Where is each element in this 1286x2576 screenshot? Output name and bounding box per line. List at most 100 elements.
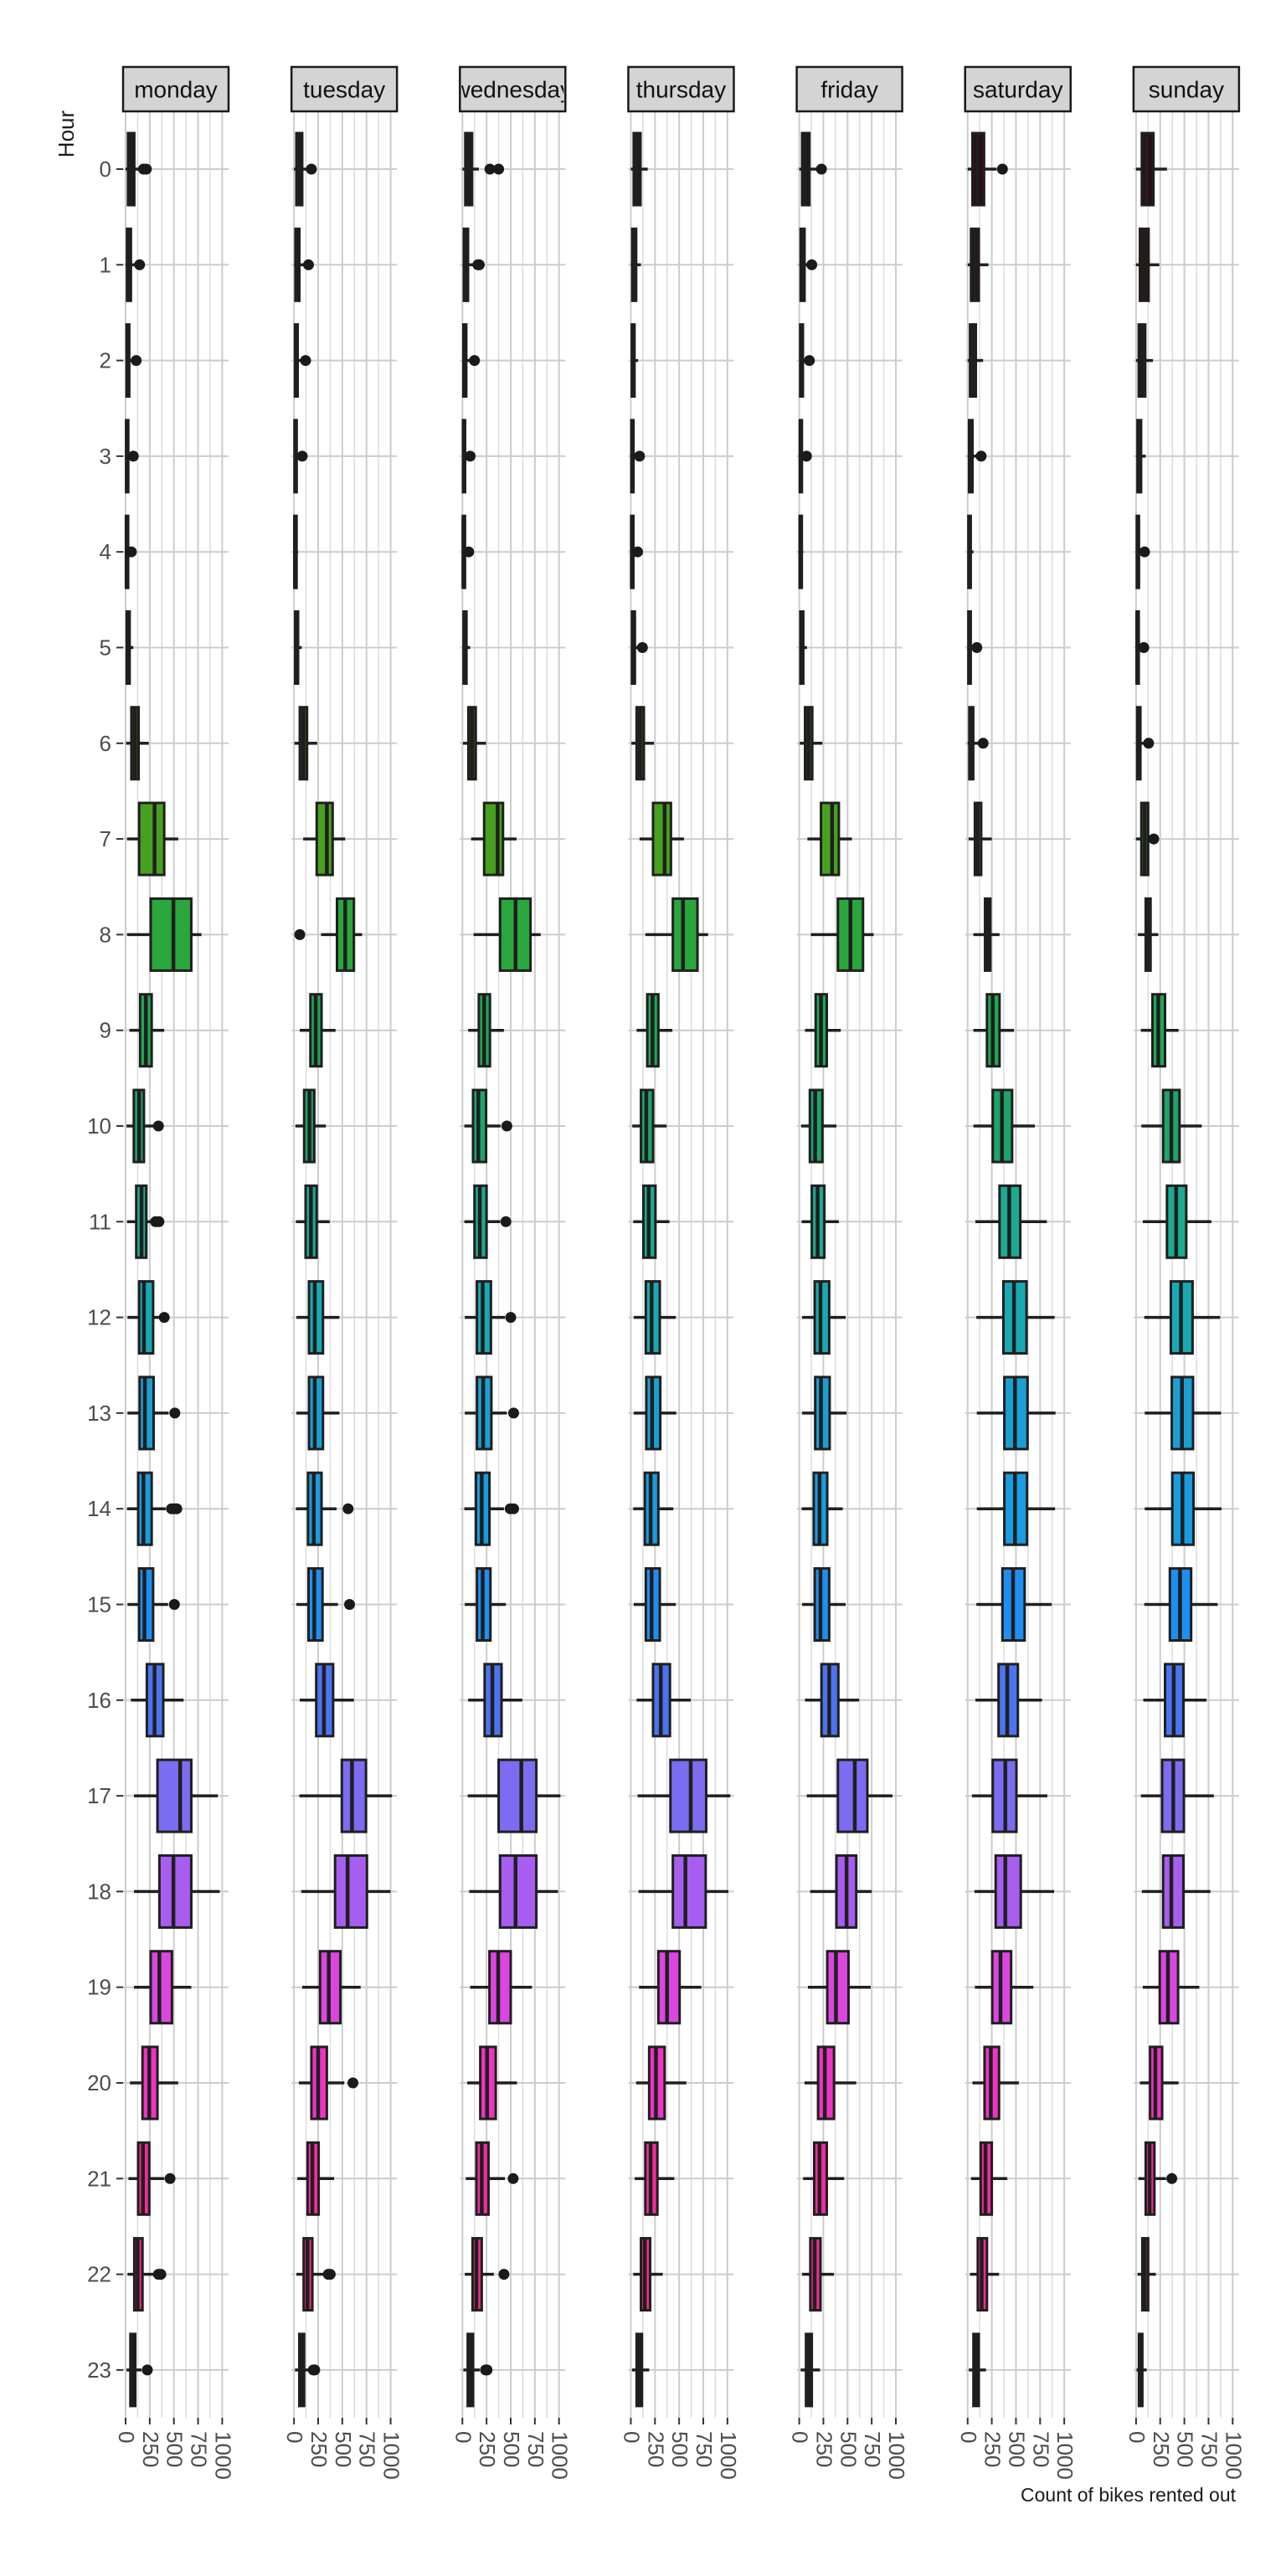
y-axis-title: Hour: [54, 110, 79, 157]
x-tick-label: 250: [643, 2431, 668, 2467]
y-tick-label: 2: [100, 348, 111, 373]
x-tick-label: 500: [162, 2431, 188, 2467]
y-tick-label: 18: [87, 1879, 111, 1904]
outlier-point: [501, 1120, 512, 1132]
outlier-point: [634, 450, 646, 462]
outlier-point: [971, 642, 983, 653]
outlier-point: [127, 450, 139, 462]
x-tick-label: 1000: [548, 2431, 573, 2480]
outlier-point: [141, 163, 152, 175]
outlier-point: [815, 163, 827, 175]
outlier-point: [134, 259, 146, 270]
outlier-point: [804, 355, 815, 367]
x-tick-label: 750: [692, 2431, 717, 2467]
facet-strip-label: wednesday: [452, 77, 572, 103]
x-tick-label: 0: [619, 2431, 644, 2443]
boxplot-box: [482, 801, 505, 877]
y-tick-label: 6: [100, 731, 111, 756]
facet-strip-label: monday: [134, 77, 218, 103]
x-tick-label: 0: [956, 2431, 981, 2443]
boxplot-box: [157, 1854, 193, 1929]
outlier-point: [306, 163, 317, 175]
x-tick-label: 250: [1149, 2431, 1174, 2467]
boxplot-box: [656, 1950, 682, 2025]
x-tick-label: 750: [355, 2431, 380, 2467]
x-tick-label: 750: [1028, 2431, 1053, 2467]
x-tick-label: 1000: [1052, 2431, 1078, 2480]
x-tick-label: 500: [499, 2431, 524, 2467]
y-tick-label: 5: [100, 635, 111, 661]
boxplot-box: [1161, 1854, 1185, 1929]
outlier-point: [806, 259, 818, 270]
boxplot-box: [149, 897, 193, 972]
boxplot-box: [836, 1758, 869, 1833]
x-tick-label: 500: [1173, 2431, 1198, 2467]
x-tick-label: 750: [860, 2431, 885, 2467]
facet-strip: [627, 65, 735, 113]
outlier-point: [309, 2364, 321, 2376]
boxplot-box: [820, 801, 841, 877]
facet-strip-label: saturday: [973, 77, 1062, 103]
y-tick-label: 21: [87, 2166, 111, 2191]
y-tick-label: 3: [100, 444, 111, 469]
x-tick-label: 1000: [716, 2431, 741, 2480]
outlier-point: [1143, 738, 1155, 749]
x-tick-label: 1000: [210, 2431, 235, 2480]
outlier-point: [141, 2364, 153, 2376]
outlier-point: [324, 2269, 336, 2280]
x-tick-label: 250: [306, 2431, 332, 2467]
x-tick-label: 250: [811, 2431, 836, 2467]
facet-strip: [121, 65, 230, 113]
outlier-point: [344, 1599, 356, 1610]
outlier-point: [1148, 833, 1160, 845]
outlier-point: [507, 2172, 519, 2184]
facet-strip: [290, 65, 399, 113]
x-tick-label: 750: [187, 2431, 212, 2467]
x-tick-label: 0: [114, 2431, 139, 2443]
x-tick-label: 0: [1124, 2431, 1150, 2443]
y-tick-label: 23: [87, 2357, 111, 2383]
y-tick-label: 10: [87, 1113, 111, 1139]
outlier-point: [131, 355, 142, 367]
boxplot-box: [671, 897, 699, 972]
outlier-point: [465, 450, 476, 462]
x-tick-label: 0: [788, 2431, 813, 2443]
facet-strip: [795, 65, 903, 113]
y-tick-label: 19: [87, 1975, 111, 2000]
outlier-point: [152, 1120, 164, 1132]
boxplot-box: [669, 1758, 707, 1833]
facet-strip-label: sunday: [1149, 77, 1224, 103]
outlier-point: [505, 1312, 517, 1324]
outlier-point: [1139, 546, 1150, 558]
outlier-point: [507, 1503, 519, 1514]
x-tick-label: 750: [523, 2431, 548, 2467]
x-tick-label: 500: [331, 2431, 356, 2467]
outlier-point: [469, 355, 481, 367]
outlier-point: [996, 163, 1008, 175]
facet-strip-label: thursday: [636, 77, 726, 103]
x-tick-label: 750: [1196, 2431, 1222, 2467]
outlier-point: [493, 163, 505, 175]
outlier-point: [636, 642, 648, 653]
y-tick-label: 11: [89, 1209, 111, 1234]
outlier-point: [481, 2364, 493, 2376]
y-tick-label: 9: [100, 1018, 111, 1043]
outlier-point: [498, 2269, 510, 2280]
outlier-point: [296, 450, 308, 462]
outlier-point: [484, 163, 496, 175]
boxplot-box: [137, 801, 166, 877]
outlier-point: [294, 928, 306, 940]
x-tick-label: 500: [836, 2431, 861, 2467]
outlier-point: [171, 1503, 183, 1514]
x-tick-label: 0: [450, 2431, 476, 2443]
boxplot-box: [488, 1950, 512, 2025]
facet-strip: [964, 65, 1072, 113]
facet-strip: [459, 65, 567, 113]
outlier-point: [155, 2269, 167, 2280]
outlier-point: [632, 546, 644, 558]
boxplot-box: [137, 1280, 155, 1355]
x-tick-label: 250: [138, 2431, 163, 2467]
boxplot-box: [651, 801, 672, 877]
outlier-point: [164, 2172, 176, 2184]
